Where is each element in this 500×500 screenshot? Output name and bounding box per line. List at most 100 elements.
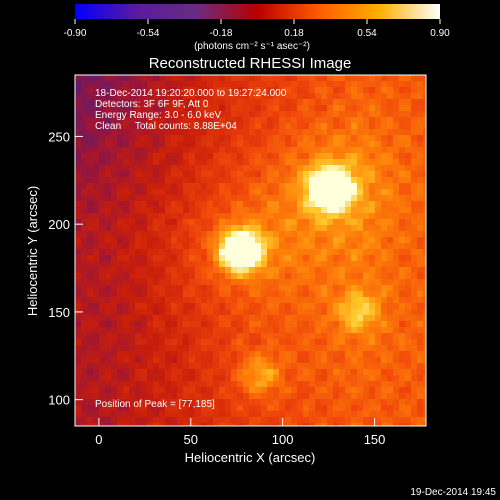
heatmap-cell (165, 255, 171, 261)
heatmap-cell (297, 123, 303, 129)
heatmap-cell (399, 75, 405, 81)
heatmap-cell (303, 339, 309, 345)
heatmap-cell (171, 105, 177, 111)
heatmap-cell (285, 255, 291, 261)
heatmap-cell (75, 237, 81, 243)
heatmap-cell (267, 165, 273, 171)
heatmap-cell (333, 93, 339, 99)
heatmap-cell (231, 321, 237, 327)
heatmap-cell (141, 423, 147, 426)
heatmap-cell (261, 231, 267, 237)
heatmap-cell (147, 207, 153, 213)
heatmap-cell (327, 135, 333, 141)
heatmap-cell (231, 195, 237, 201)
heatmap-cell (249, 357, 255, 363)
heatmap-cell (411, 387, 417, 393)
heatmap-cell (357, 405, 363, 411)
heatmap-cell (357, 261, 363, 267)
heatmap-cell (105, 375, 111, 381)
heatmap-cell (351, 207, 357, 213)
heatmap-cell (405, 279, 411, 285)
heatmap-cell (207, 417, 213, 423)
heatmap-cell (81, 315, 87, 321)
heatmap-cell (369, 285, 375, 291)
heatmap-cell (351, 225, 357, 231)
heatmap-cell (153, 123, 159, 129)
heatmap-cell (243, 237, 249, 243)
heatmap-cell (297, 243, 303, 249)
heatmap-cell (159, 333, 165, 339)
heatmap-cell (261, 207, 267, 213)
heatmap-cell (249, 363, 255, 369)
heatmap-cell (147, 177, 153, 183)
heatmap-cell (189, 351, 195, 357)
heatmap-cell (381, 225, 387, 231)
colorbar-tick-label: -0.18 (210, 28, 233, 39)
heatmap-cell (153, 393, 159, 399)
heatmap-cell (363, 171, 369, 177)
heatmap-cell (339, 231, 345, 237)
heatmap-cell (231, 141, 237, 147)
heatmap-cell (375, 201, 381, 207)
heatmap-cell (351, 87, 357, 93)
heatmap-cell (255, 381, 261, 387)
heatmap-cell (405, 237, 411, 243)
heatmap-cell (357, 363, 363, 369)
heatmap-cell (135, 87, 141, 93)
heatmap-cell (309, 297, 315, 303)
heatmap-cell (297, 363, 303, 369)
heatmap-cell (213, 363, 219, 369)
heatmap-cell (105, 183, 111, 189)
heatmap-cell (147, 417, 153, 423)
heatmap-cell (141, 381, 147, 387)
heatmap-cell (381, 87, 387, 93)
heatmap-cell (99, 375, 105, 381)
heatmap-cell (159, 99, 165, 105)
heatmap-cell (363, 393, 369, 399)
heatmap-cell (123, 351, 129, 357)
heatmap-cell (243, 123, 249, 129)
heatmap-cell (249, 339, 255, 345)
heatmap-cell (213, 93, 219, 99)
heatmap-cell (279, 333, 285, 339)
heatmap-cell (375, 363, 381, 369)
heatmap-cell (399, 375, 405, 381)
heatmap-cell (183, 393, 189, 399)
heatmap-cell (177, 81, 183, 87)
heatmap-cell (399, 165, 405, 171)
heatmap-cell (141, 255, 147, 261)
heatmap-cell (153, 363, 159, 369)
heatmap-cell (201, 195, 207, 201)
heatmap-cell (279, 315, 285, 321)
heatmap-cell (231, 285, 237, 291)
heatmap-cell (315, 195, 321, 201)
heatmap-cell (273, 75, 279, 81)
heatmap-cell (339, 303, 345, 309)
heatmap-cell (357, 75, 363, 81)
heatmap-cell (261, 381, 267, 387)
heatmap-cell (411, 225, 417, 231)
heatmap-cell (321, 249, 327, 255)
heatmap-cell (123, 381, 129, 387)
heatmap-cell (195, 369, 201, 375)
heatmap-cell (255, 345, 261, 351)
heatmap-cell (393, 351, 399, 357)
heatmap-cell (99, 303, 105, 309)
heatmap-cell (153, 273, 159, 279)
heatmap-cell (417, 267, 423, 273)
heatmap-cell (87, 213, 93, 219)
heatmap-cell (297, 219, 303, 225)
heatmap-cell (207, 369, 213, 375)
heatmap-cell (111, 87, 117, 93)
heatmap-cell (399, 135, 405, 141)
heatmap-cell (375, 285, 381, 291)
heatmap-cell (303, 129, 309, 135)
heatmap-cell (93, 75, 99, 81)
heatmap-cell (213, 333, 219, 339)
heatmap-cell (405, 327, 411, 333)
heatmap-cell (345, 93, 351, 99)
heatmap-cell (291, 291, 297, 297)
heatmap-cell (333, 357, 339, 363)
heatmap-cell (207, 147, 213, 153)
heatmap-cell (393, 87, 399, 93)
